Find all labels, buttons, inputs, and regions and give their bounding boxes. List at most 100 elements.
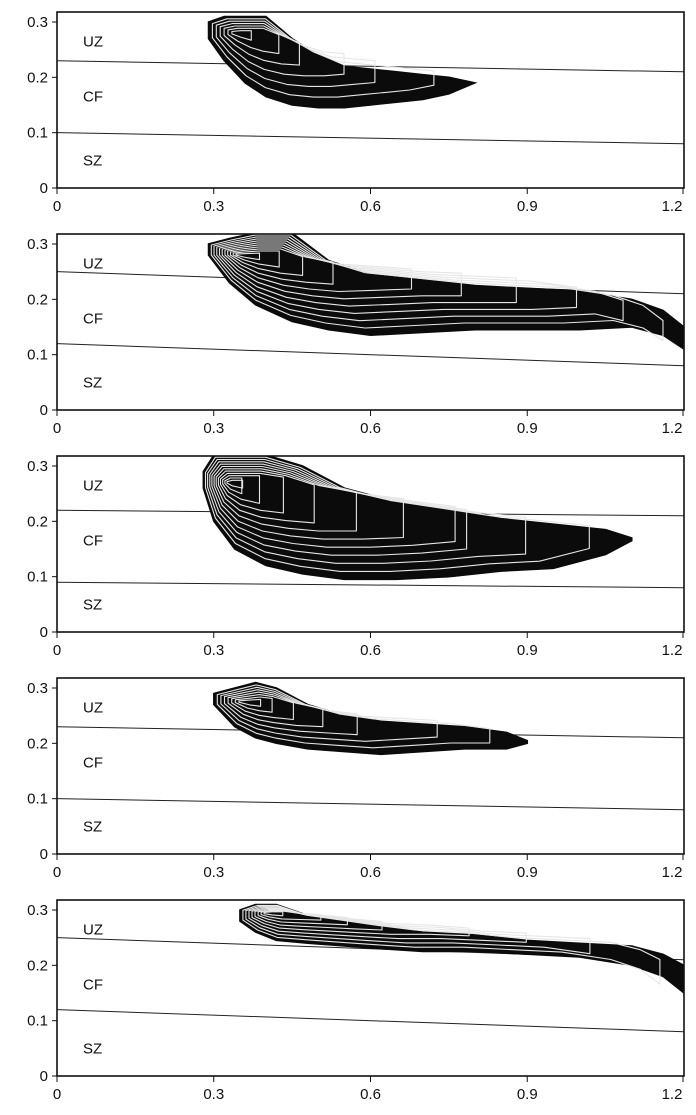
y-tick-label: 0.3 (27, 14, 48, 31)
x-tick-label: 0.6 (360, 420, 381, 437)
y-tick-label: 0 (40, 180, 48, 197)
plot-frame (56, 677, 685, 855)
y-tick-label: 0.3 (27, 680, 48, 697)
x-tick-label: 1.2 (662, 864, 683, 881)
y-tick-label: 0 (40, 624, 48, 641)
plume-contour (211, 18, 435, 98)
plume-contour (218, 240, 517, 307)
x-tick-label: 0.3 (203, 642, 224, 659)
plot-area (57, 15, 684, 145)
panel-4: UZ CF SZ 0 0.1 0.2 0.3 0 0.3 0.6 0.9 1.2 (27, 677, 685, 881)
panel-5: UZ CF SZ 0 0.1 0.2 0.3 0 0.3 0.6 0.9 1.2 (27, 899, 685, 1103)
plume-contour (242, 904, 661, 985)
zone-boundary-line-2 (57, 343, 684, 367)
plume-area (202, 456, 633, 581)
zone-label-uz: UZ (83, 699, 103, 716)
zone-label-cf: CF (83, 977, 103, 994)
y-tick-label: 0.1 (27, 791, 48, 808)
y-tick-label: 0.1 (27, 125, 48, 142)
plume-contour (231, 30, 252, 41)
plume-contour (224, 244, 413, 293)
zone-label-cf: CF (83, 311, 103, 328)
plume-contour (219, 472, 284, 514)
x-tick-label: 1.2 (662, 642, 683, 659)
plume-contour (222, 475, 261, 504)
y-tick-label: 0.2 (27, 957, 48, 974)
plume-contour (227, 27, 280, 55)
plume-contour (216, 684, 491, 749)
plume-contour (213, 465, 404, 540)
plume-contour (235, 252, 261, 261)
plume-contour (215, 20, 376, 87)
zone-label-sz: SZ (83, 1040, 102, 1057)
zone-label-sz: SZ (83, 596, 102, 613)
x-tick-label: 0.6 (360, 198, 381, 215)
x-tick-label: 0.6 (360, 864, 381, 881)
y-tick-label: 0.2 (27, 69, 48, 86)
y-tick-label: 0.3 (27, 458, 48, 475)
x-tick-label: 0 (53, 1086, 61, 1103)
x-tick-label: 0.3 (203, 864, 224, 881)
y-tick-label: 0 (40, 402, 48, 419)
plume-contour (211, 463, 456, 548)
plume-contour (216, 238, 578, 314)
plot-area (57, 456, 684, 589)
plume-contour (234, 696, 273, 713)
plume-contour (227, 246, 334, 285)
zone-label-sz: SZ (83, 152, 102, 169)
y-tick-label: 0 (40, 846, 48, 863)
plume-contour (227, 691, 324, 728)
x-tick-label: 1.2 (662, 198, 683, 215)
x-tick-label: 0.6 (360, 642, 381, 659)
plot-area (57, 681, 684, 811)
x-tick-label: 0.3 (203, 198, 224, 215)
plot-area (57, 234, 684, 367)
x-tick-label: 1.2 (662, 1086, 683, 1103)
zone-boundary-line-2 (57, 1009, 684, 1033)
x-tick-label: 0.9 (517, 642, 538, 659)
x-tick-label: 0 (53, 864, 61, 881)
x-tick-label: 0 (53, 420, 61, 437)
plume-contour (219, 23, 345, 77)
panel-1: UZ CF SZ 0 0.1 0.2 0.3 0 0.3 0.6 0.9 1.2 (27, 11, 685, 215)
plume-contour (231, 694, 294, 721)
y-tick-label: 0 (40, 1068, 48, 1085)
x-tick-label: 0.6 (360, 1086, 381, 1103)
x-tick-label: 0.9 (517, 864, 538, 881)
zone-label-uz: UZ (83, 477, 103, 494)
plume-contour (238, 698, 262, 707)
x-tick-label: 0 (53, 198, 61, 215)
zone-label-sz: SZ (83, 818, 102, 835)
plume-contour (224, 477, 243, 495)
plume-contour (221, 242, 462, 300)
plume-contour (215, 468, 357, 532)
zone-label-uz: UZ (83, 921, 103, 938)
plume-contour (226, 479, 244, 489)
zone-label-sz: SZ (83, 374, 102, 391)
y-tick-label: 0.1 (27, 1013, 48, 1030)
plume-contour (204, 456, 590, 572)
y-tick-label: 0.3 (27, 236, 48, 253)
plume-contour (207, 458, 527, 564)
y-tick-label: 0.3 (27, 902, 48, 919)
plume-contour (263, 911, 284, 917)
plume-contour (223, 25, 300, 66)
plume-area (239, 903, 684, 995)
x-tick-label: 0.3 (203, 420, 224, 437)
y-tick-label: 0.1 (27, 569, 48, 586)
plume-contour (232, 250, 280, 268)
plume-area (207, 15, 478, 109)
plume-contour (257, 909, 348, 926)
y-tick-label: 0.2 (27, 291, 48, 308)
zone-boundary-line-2 (57, 581, 684, 589)
x-tick-label: 1.2 (662, 420, 683, 437)
zone-label-cf: CF (83, 533, 103, 550)
zone-boundary-line-1 (57, 60, 684, 73)
x-tick-label: 0 (53, 642, 61, 659)
y-tick-label: 0.2 (27, 513, 48, 530)
y-tick-label: 0.1 (27, 347, 48, 364)
x-tick-label: 0.9 (517, 1086, 538, 1103)
panel-3: UZ CF SZ 0 0.1 0.2 0.3 0 0.3 0.6 0.9 1.2 (27, 455, 685, 659)
plume-contour (220, 686, 438, 742)
